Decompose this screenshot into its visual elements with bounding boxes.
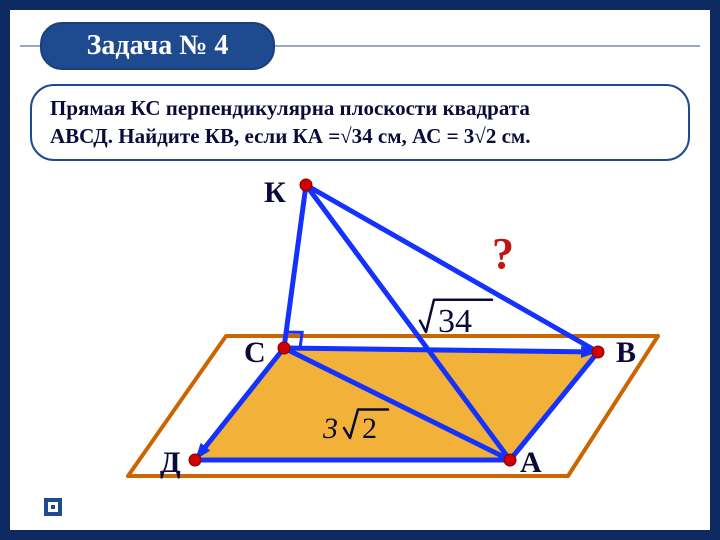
svg-text:К: К [264, 176, 286, 209]
svg-text:?: ? [492, 229, 514, 278]
svg-text:С: С [244, 336, 266, 369]
svg-text:3: 3 [322, 412, 338, 445]
svg-text:2: 2 [362, 412, 377, 445]
svg-text:В: В [616, 336, 636, 369]
svg-text:А: А [520, 446, 542, 479]
geometry-diagram: К С В А Д? 34 32 [0, 0, 720, 540]
svg-text:34: 34 [438, 303, 472, 340]
svg-text:Д: Д [160, 446, 181, 479]
